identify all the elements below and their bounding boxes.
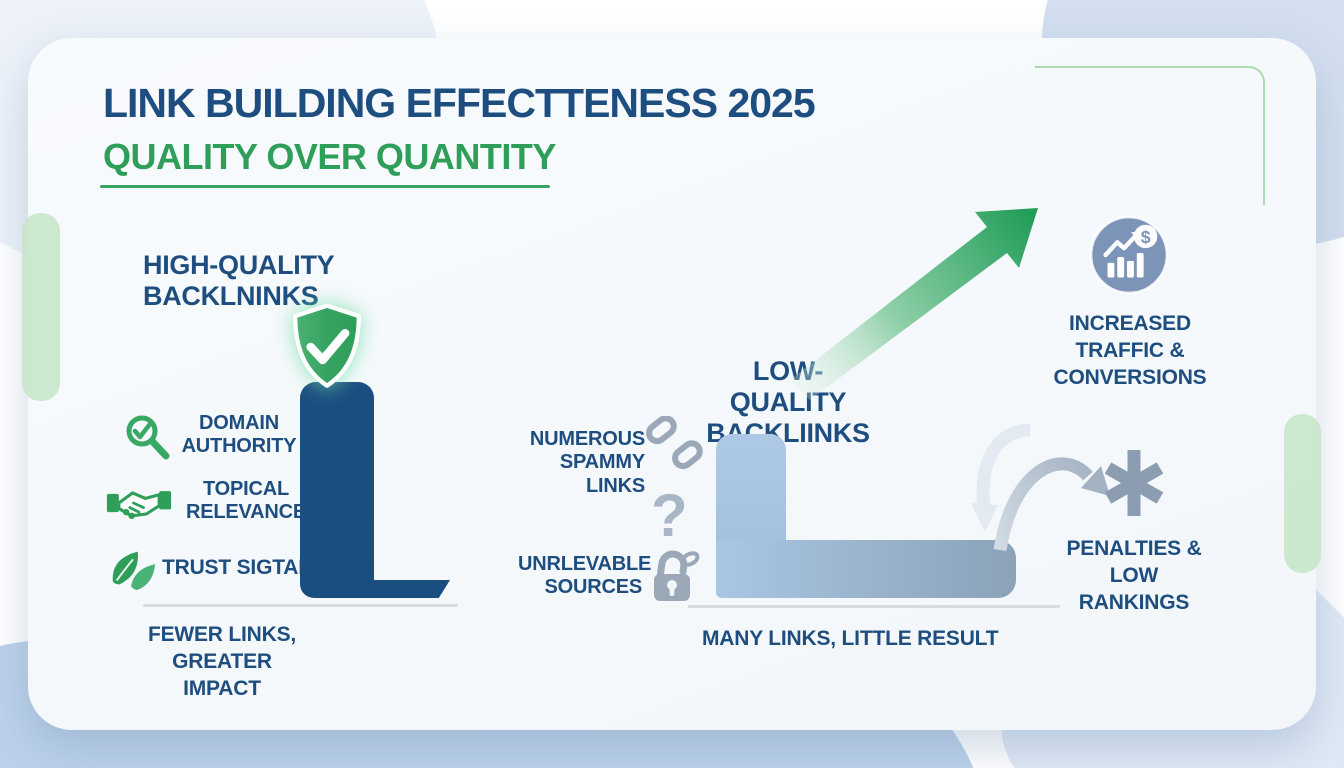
high-quality-caption: FEWER LINKS, GREATER IMPACT — [147, 623, 297, 700]
high-quality-bar-foot — [370, 580, 450, 598]
broken-chain-icon — [643, 415, 707, 476]
subtitle-underline — [100, 185, 550, 188]
factor-unreliable-sources: UNRLEVABLE SOURCES — [518, 553, 652, 599]
traffic-analytics-icon: $ — [1088, 214, 1170, 296]
question-mark-icon: ? — [651, 482, 688, 549]
factor-trust-signals: TRUST SIGTALS — [162, 556, 325, 579]
low-quality-baseline — [688, 605, 1060, 608]
high-quality-bar — [300, 382, 374, 598]
factor-domain-authority: DOMAIN AUTHORITY — [181, 412, 297, 458]
content-card — [28, 38, 1316, 730]
decor-pill-left — [22, 213, 60, 401]
penalty-asterisk-icon — [1102, 446, 1166, 520]
high-quality-baseline — [143, 604, 458, 607]
page-subtitle: QUALITY OVER QUANTITY — [103, 136, 556, 177]
magnifier-check-icon — [122, 412, 174, 464]
shield-check-icon — [284, 301, 370, 393]
low-quality-bar-foot — [716, 540, 1016, 598]
low-quality-caption: MANY LINKS, LITTLE RESULT — [702, 627, 999, 650]
page-title: LINK BUILDING EFFECTTENESS 2025 — [103, 80, 816, 126]
decor-corner-line — [1035, 66, 1265, 205]
penalty-arrow-icon — [960, 423, 1130, 559]
positive-outcome-label: INCREASED TRAFFIC & CONVERSIONS — [1053, 312, 1207, 389]
leaf-icon — [108, 543, 158, 593]
decor-pill-right — [1284, 414, 1321, 573]
growth-arrow-icon — [788, 196, 1053, 404]
factor-spammy-links: NUMEROUS SPAMMY LINKS — [529, 428, 645, 497]
factor-topical-relevance: TOPICAL RELEVANCE — [185, 478, 307, 524]
negative-outcome-label: PENALTIES & LOW RANKINGS — [1066, 537, 1202, 614]
dollar-sign: $ — [1141, 227, 1151, 247]
handshake-icon — [106, 478, 172, 528]
padlock-icon — [645, 546, 701, 606]
high-quality-heading: HIGH-QUALITY BACKLNINKS — [143, 250, 334, 311]
